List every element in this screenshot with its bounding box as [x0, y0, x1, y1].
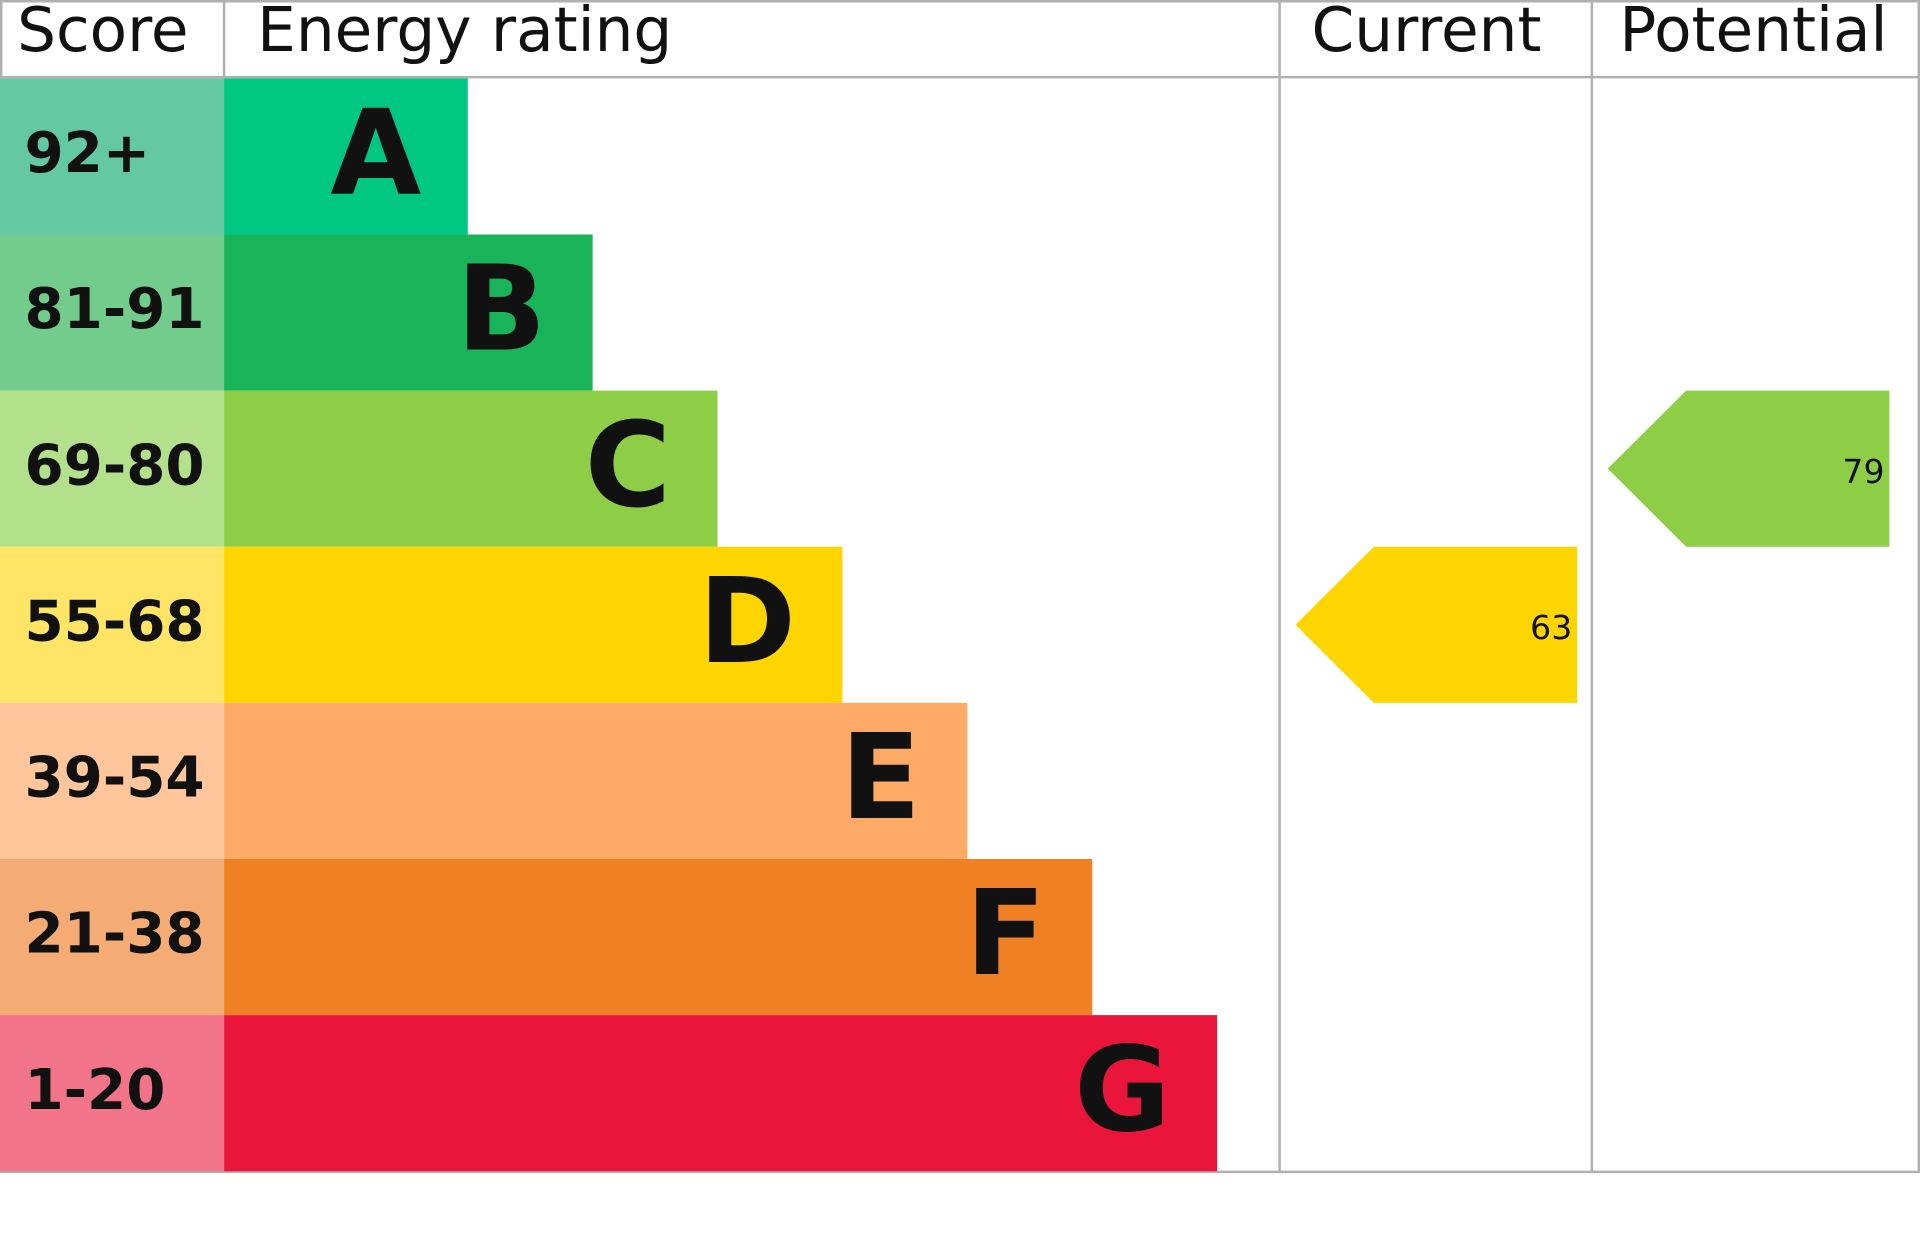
rating-bar: [224, 1015, 1218, 1172]
score-range: 1-20: [24, 1058, 165, 1123]
current-value: 63: [1530, 608, 1572, 647]
rating-letter: C: [585, 397, 671, 534]
rating-letter: E: [841, 709, 921, 846]
rating-bar: [224, 78, 468, 235]
score-cell: [0, 1015, 225, 1172]
rating-letter: G: [1074, 1021, 1170, 1158]
rating-header: Energy rating: [257, 0, 672, 66]
score-cell: [0, 858, 225, 1016]
rating-letter: F: [965, 865, 1045, 1002]
rating-bar: [224, 702, 968, 859]
score-range: 39-54: [24, 746, 204, 811]
score-range: 92+: [24, 121, 150, 186]
score-range: 69-80: [24, 433, 204, 498]
rating-bar: [224, 858, 1093, 1016]
frame: [0, 0, 1920, 1174]
score-cell: [0, 702, 225, 859]
potential-arrow: [1607, 390, 1890, 547]
score-cell: [0, 390, 225, 547]
score-cell: [0, 546, 225, 703]
potential-value: 79: [1842, 452, 1884, 491]
score-cell: [0, 234, 225, 391]
current-arrow: [1295, 546, 1578, 703]
score-range: 21-38: [24, 902, 204, 967]
rating-bar: [224, 546, 843, 703]
current-header: Current: [1312, 0, 1542, 66]
rating-bar: [224, 390, 718, 547]
potential-header: Potential: [1619, 0, 1887, 66]
rating-letter: B: [457, 241, 547, 378]
score-range: 55-68: [24, 589, 204, 654]
score-range: 81-91: [24, 277, 204, 342]
score-cell: [0, 78, 225, 235]
rating-letter: D: [698, 553, 796, 690]
rating-letter: A: [330, 85, 421, 222]
rating-bar: [224, 234, 593, 391]
score-header: Score: [17, 0, 188, 66]
